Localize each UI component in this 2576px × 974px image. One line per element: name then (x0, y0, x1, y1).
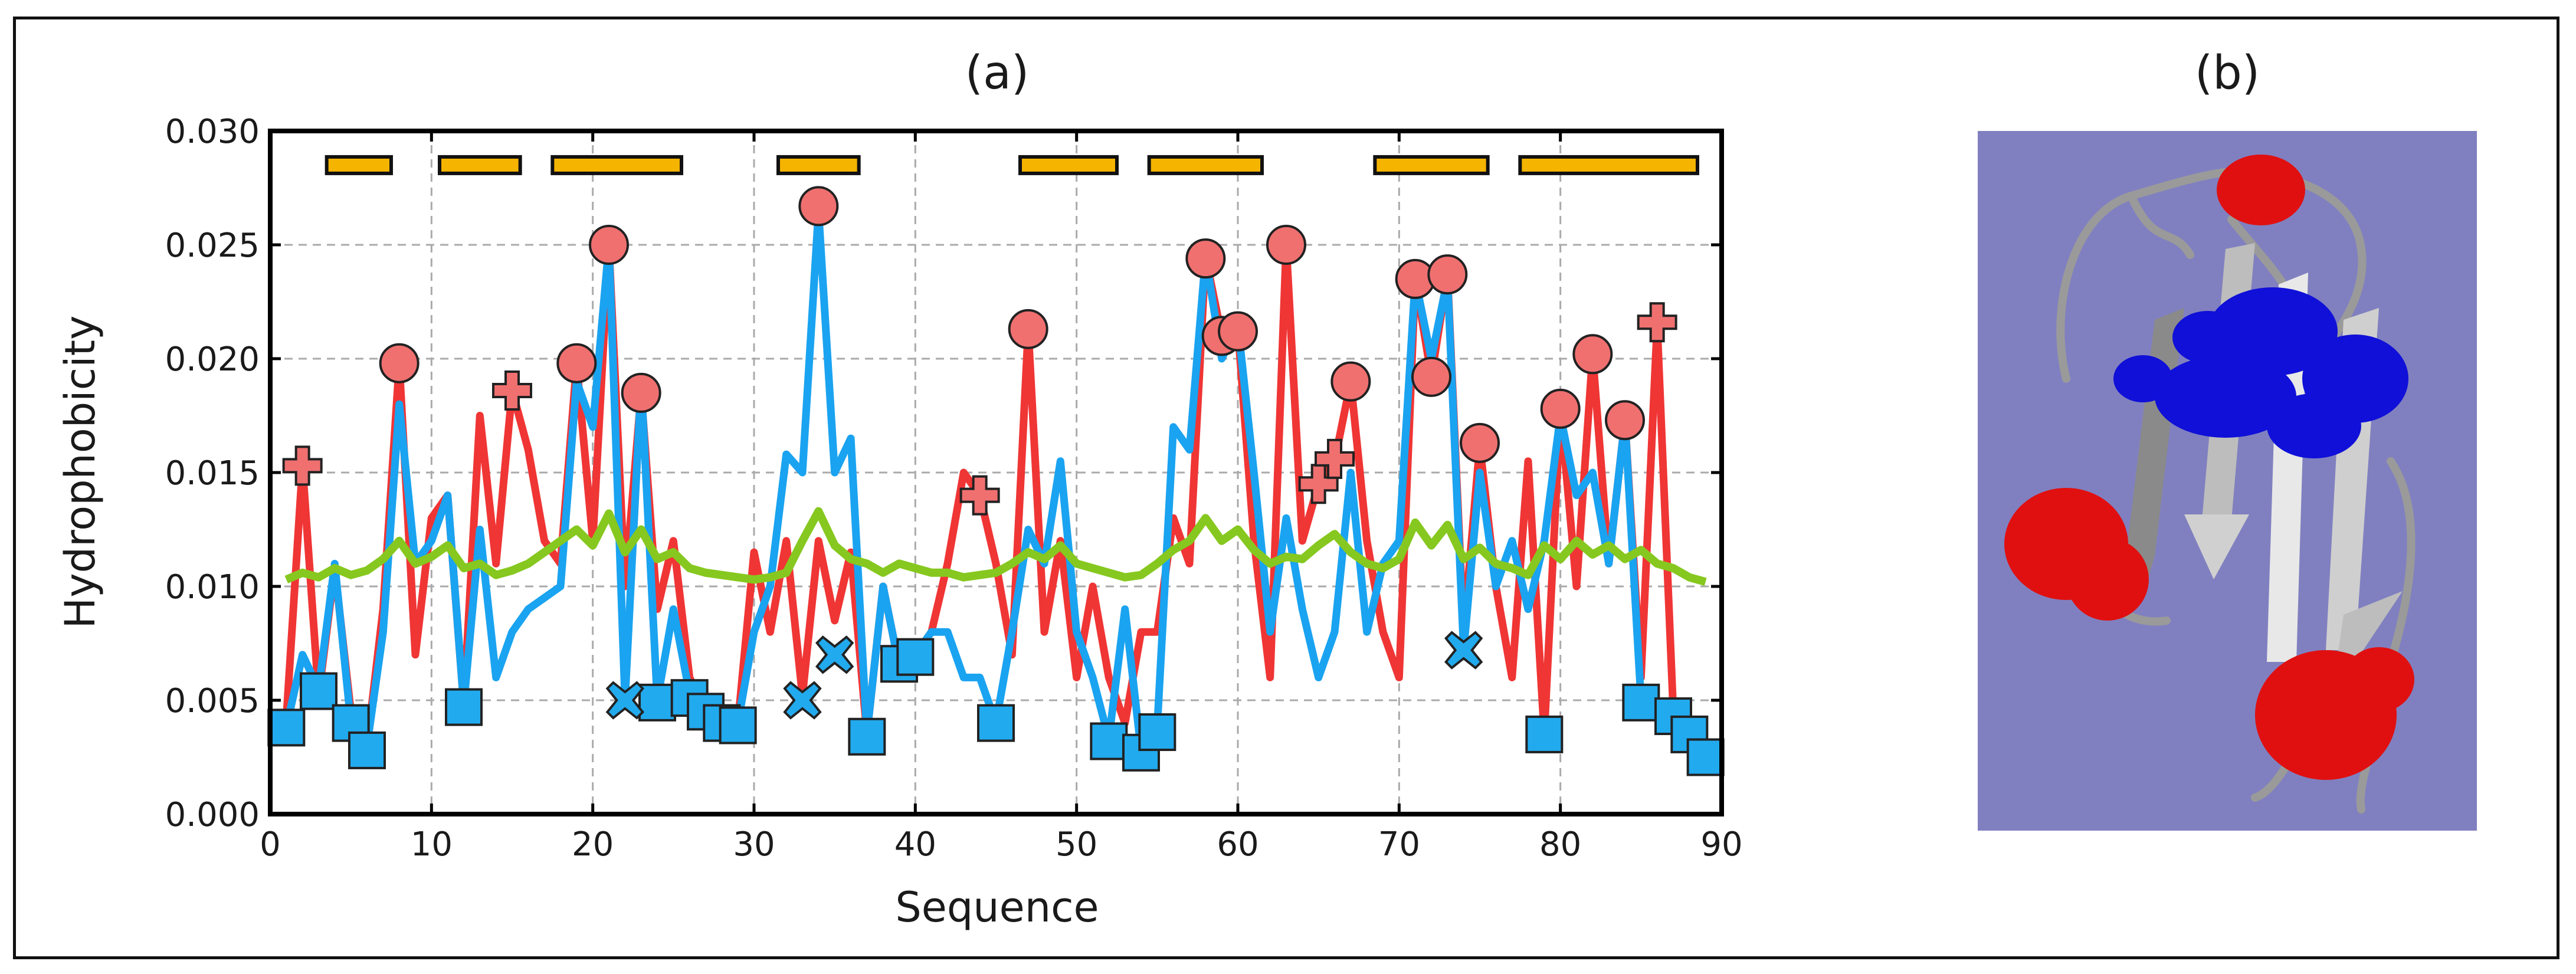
series-lines (282, 206, 1709, 760)
axes: 0 10 20 30 40 50 60 70 80 90 0.000 0.005 0.010 0.015 0… (165, 113, 1743, 864)
red-circle-marker (379, 343, 419, 383)
blue-square-marker (1090, 722, 1128, 760)
y-axis-label: Hydrophobicity (56, 316, 104, 629)
blue-square-marker (267, 709, 306, 747)
y-tick-label: 0.020 (165, 340, 260, 379)
blue-x-marker (783, 681, 822, 720)
red-circle-marker (1330, 361, 1371, 402)
blue-square-marker (977, 704, 1015, 742)
blue-square-marker (1622, 683, 1660, 722)
red-circle-marker (1008, 309, 1048, 349)
blue-x-marker (815, 635, 854, 674)
secondary-structure-bar (1147, 155, 1264, 175)
panel-a-label: (a) (965, 47, 1030, 100)
data-markers (267, 186, 1725, 776)
red-circle-marker (1427, 254, 1468, 295)
x-tick-label: 10 (411, 825, 453, 864)
x-tick-label: 80 (1539, 825, 1581, 864)
x-tick-label: 60 (1217, 825, 1258, 864)
red-circle-marker (1266, 225, 1306, 265)
panel-b-label: (b) (2195, 47, 2260, 100)
x-tick-label: 50 (1056, 825, 1097, 864)
hydrophobic-clusters (2004, 155, 2414, 780)
blue-square-marker (719, 706, 757, 745)
series-line-blue (282, 206, 1709, 760)
x-tick-label: 40 (894, 825, 936, 864)
red-circle-marker (1605, 400, 1645, 441)
red-plus-marker (1298, 464, 1339, 504)
red-plus-marker (959, 475, 1000, 516)
red-circle-marker (798, 186, 839, 227)
figure-frame (13, 17, 2559, 959)
secondary-structure-bar (438, 155, 522, 175)
secondary-structure-bar (325, 155, 394, 175)
secondary-structure-bar (1518, 155, 1699, 175)
red-circle-marker (1572, 334, 1613, 375)
hydrophobic-core (2113, 287, 2408, 458)
y-tick-label: 0.030 (165, 113, 260, 151)
x-tick-label: 90 (1700, 825, 1742, 864)
blue-square-marker (300, 672, 337, 710)
x-axis-label: Sequence (895, 883, 1099, 932)
blue-square-marker (848, 717, 886, 756)
blue-square-marker (445, 688, 483, 726)
blue-square-marker (896, 638, 935, 676)
red-circle-marker (556, 343, 597, 383)
red-circle-marker (1185, 238, 1226, 279)
red-plus-marker (1637, 302, 1677, 343)
grid-lines (270, 131, 1722, 814)
red-plus-marker (492, 370, 532, 411)
secondary-structure-bar (1373, 155, 1490, 175)
x-tick-label: 30 (733, 825, 775, 864)
secondary-structure-bar (550, 155, 683, 175)
blue-x-marker (1444, 631, 1483, 670)
red-circle-marker (1218, 311, 1258, 352)
blue-square-marker (638, 683, 676, 722)
x-tick-label: 20 (572, 825, 614, 864)
blue-square-marker (1138, 713, 1176, 752)
red-circle-marker (1460, 422, 1500, 463)
red-circle-marker (621, 372, 661, 413)
x-tick-label: 70 (1378, 825, 1420, 864)
y-tick-label: 0.005 (165, 682, 260, 720)
blue-square-marker (1686, 738, 1725, 776)
protein-structure-image (1978, 131, 2477, 831)
y-tick-label: 0.015 (165, 454, 260, 493)
red-circle-marker (1411, 356, 1451, 397)
red-plus-marker (1315, 438, 1355, 479)
y-tick-label: 0.025 (165, 227, 260, 265)
y-tick-label: 0.000 (165, 796, 260, 834)
blue-x-marker (605, 681, 645, 720)
blue-square-marker (348, 731, 386, 769)
structure-bars (325, 155, 1699, 175)
red-circle-marker (589, 225, 629, 265)
x-tick-label: 0 (260, 825, 281, 864)
y-tick-label: 0.010 (165, 568, 260, 606)
secondary-structure-bar (776, 155, 861, 175)
red-plus-marker (282, 445, 323, 486)
secondary-structure-bar (1018, 155, 1119, 175)
blue-square-marker (1525, 715, 1564, 753)
red-circle-marker (1540, 388, 1581, 429)
series-line-green (284, 507, 1707, 586)
